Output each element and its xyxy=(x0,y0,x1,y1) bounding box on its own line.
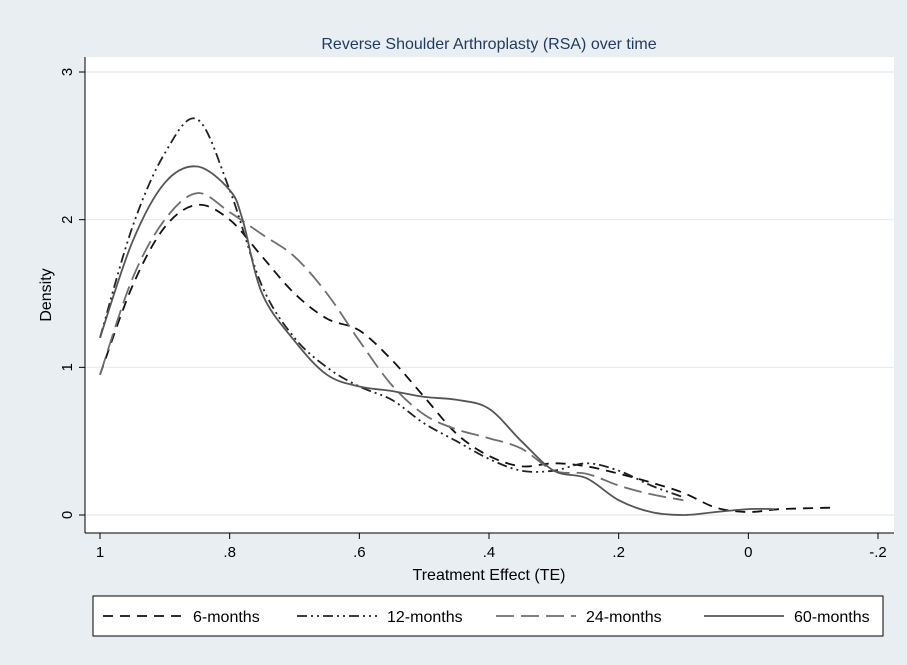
y-tick-label: 1 xyxy=(59,363,76,371)
y-tick-label: 2 xyxy=(59,215,76,223)
y-tick-label: 3 xyxy=(59,68,76,76)
x-tick-label: -.2 xyxy=(869,544,887,561)
legend-label-24-months: 24-months xyxy=(586,609,662,626)
x-tick-label: .8 xyxy=(223,544,236,561)
plot-area xyxy=(85,57,894,533)
series-line-60-months xyxy=(99,165,775,516)
x-tick-label: .6 xyxy=(353,544,366,561)
series-line-24-months xyxy=(99,192,684,502)
y-axis-title: Density xyxy=(38,268,55,321)
y-tick-label: 0 xyxy=(59,511,76,519)
legend-label-6-months: 6-months xyxy=(193,609,260,626)
x-tick-label: .2 xyxy=(612,544,625,561)
x-tick-label: 0 xyxy=(744,544,752,561)
legend-label-12-months: 12-months xyxy=(387,609,463,626)
series-line-12-months xyxy=(99,117,684,499)
series-line-6-months xyxy=(99,203,833,513)
chart-title: Reverse Shoulder Arthroplasty (RSA) over… xyxy=(321,36,656,53)
x-tick-label: .4 xyxy=(483,544,496,561)
x-axis-title: Treatment Effect (TE) xyxy=(413,567,566,584)
x-tick-label: 1 xyxy=(96,544,104,561)
legend-label-60-months: 60-months xyxy=(794,609,870,626)
